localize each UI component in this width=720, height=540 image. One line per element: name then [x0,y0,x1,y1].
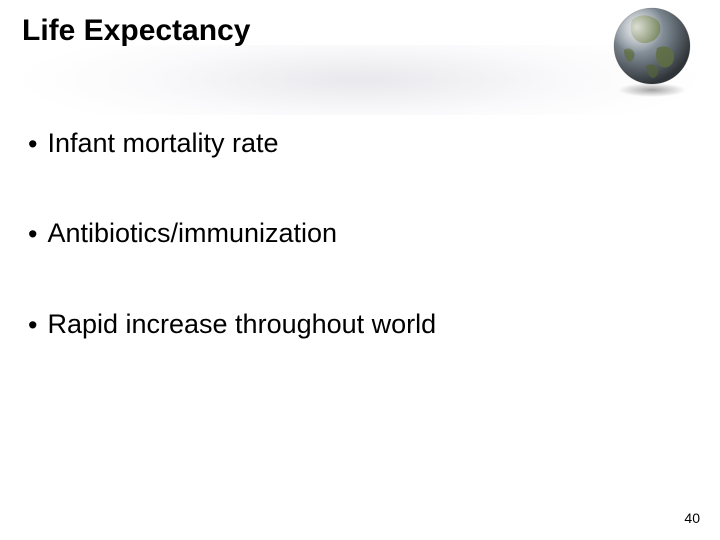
bullet-item: • Antibiotics/immunization [28,218,692,250]
slide-title: Life Expectancy [22,14,250,48]
bullet-item: • Infant mortality rate [28,128,692,160]
bullet-text: Rapid increase throughout world [47,309,436,340]
bullet-dot-icon: • [28,218,37,250]
bullet-text: Infant mortality rate [47,128,278,159]
bullet-text: Antibiotics/immunization [47,218,337,249]
bullet-list: • Infant mortality rate • Antibiotics/im… [28,128,692,399]
bullet-dot-icon: • [28,309,37,341]
bullet-item: • Rapid increase throughout world [28,309,692,341]
page-number: 40 [684,510,700,526]
globe-icon [602,0,702,100]
bullet-dot-icon: • [28,128,37,160]
